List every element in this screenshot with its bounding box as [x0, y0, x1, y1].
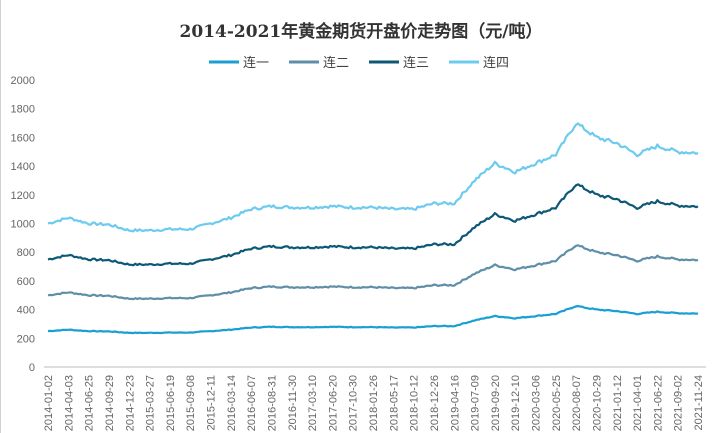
x-tick-label: 2016-06-07 — [246, 375, 258, 431]
x-tick-label: 2020-10-29 — [591, 375, 603, 431]
y-tick-label: 600 — [17, 276, 35, 288]
x-tick-label: 2021-01-12 — [612, 375, 624, 431]
x-tick-label: 2016-11-30 — [287, 375, 299, 430]
x-tick-label: 2021-09-02 — [673, 375, 685, 431]
x-tick-label: 2018-05-17 — [388, 375, 400, 431]
legend-label: 连一 — [243, 55, 269, 71]
x-tick-label: 2015-09-08 — [185, 375, 197, 431]
x-tick-label: 2021-11-24 — [693, 375, 705, 430]
x-tick-label: 2015-03-27 — [145, 375, 157, 431]
legend-label: 连三 — [403, 55, 429, 71]
x-tick-label: 2020-05-25 — [551, 375, 563, 431]
series-line-3 — [47, 183, 699, 267]
series-line-4 — [47, 122, 699, 233]
x-tick-label: 2018-10-12 — [409, 375, 421, 431]
plot-area — [47, 122, 699, 335]
series-line-1 — [47, 305, 699, 335]
x-tick-label: 2020-08-07 — [571, 375, 583, 431]
x-tick-label: 2018-01-26 — [368, 375, 380, 431]
chart-title: 2014-2021年黄金期货开盘价走势图（元/吨） — [180, 21, 543, 42]
x-tick-label: 2016-03-14 — [226, 375, 238, 431]
x-tick-label: 2019-07-09 — [470, 375, 482, 431]
legend-label: 连四 — [483, 55, 509, 71]
x-tick-label: 2018-12-26 — [429, 375, 441, 431]
x-tick-label: 2015-12-11 — [206, 375, 218, 430]
x-tick-label: 2014-12-23 — [124, 375, 136, 431]
y-tick-label: 1800 — [11, 104, 35, 116]
x-tick-label: 2019-04-16 — [449, 375, 461, 431]
x-tick-label: 2019-12-10 — [510, 375, 522, 431]
x-tick-label: 2017-03-10 — [307, 375, 319, 431]
series-line-2 — [47, 244, 699, 301]
x-tick-label: 2021-06-22 — [652, 375, 664, 431]
y-tick-label: 800 — [17, 247, 35, 259]
legend: 连一 连二 连三 连四 — [209, 55, 509, 71]
x-tick-label: 2019-09-20 — [490, 375, 502, 431]
legend-label: 连二 — [323, 55, 349, 71]
x-tick-label: 2016-08-31 — [266, 375, 278, 431]
y-tick-label: 2000 — [11, 75, 35, 87]
y-tick-label: 1000 — [11, 219, 35, 231]
x-tick-label: 2021-04-01 — [632, 375, 644, 431]
y-tick-label: 400 — [17, 305, 35, 317]
y-axis: 0 200 400 600 800 1000 1200 1400 1600 1800 2000 — [11, 75, 706, 374]
x-tick-label: 2017-06-20 — [327, 375, 339, 431]
x-tick-label: 2014-06-25 — [84, 375, 96, 431]
x-tick-label: 2017-10-30 — [348, 375, 360, 431]
x-tick-label: 2014-04-03 — [63, 375, 75, 431]
y-tick-label: 1600 — [11, 132, 35, 144]
y-tick-label: 1400 — [11, 161, 35, 173]
y-tick-label: 1200 — [11, 190, 35, 202]
x-tick-label: 2014-09-29 — [104, 375, 116, 431]
y-tick-label: 200 — [17, 333, 35, 345]
y-tick-label: 0 — [29, 362, 35, 374]
x-axis: 2014-01-02 2014-04-03 2014-06-25 2014-09-29… — [43, 375, 705, 431]
x-tick-label: 2020-03-06 — [531, 375, 543, 431]
x-tick-label: 2015-06-19 — [165, 375, 177, 431]
x-tick-label: 2014-01-02 — [43, 375, 55, 431]
